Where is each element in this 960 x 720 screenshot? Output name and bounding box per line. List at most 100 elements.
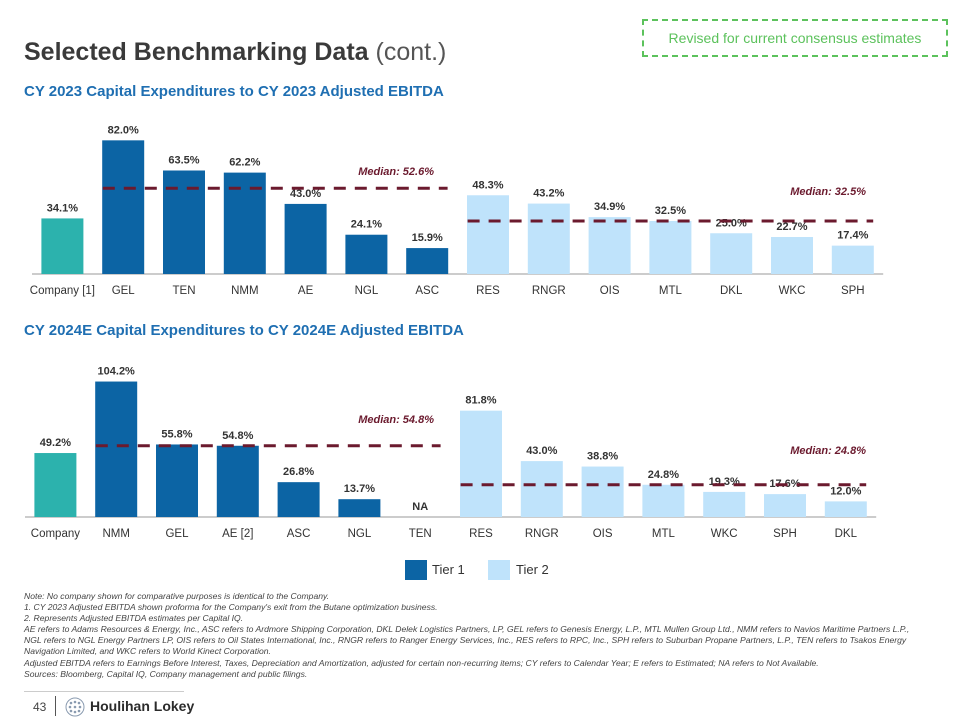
bar-ois (588, 217, 631, 274)
bar-gel (156, 444, 198, 517)
footnote-line: AE refers to Adams Resources & Energy, I… (24, 624, 910, 635)
bar-dkl (710, 233, 753, 274)
bar-wkc (771, 236, 813, 274)
x-tick-label: DKL (720, 285, 743, 297)
x-tick-label: DKL (835, 528, 858, 540)
x-tick-label: NGL (355, 285, 379, 297)
x-tick-label: ASC (415, 285, 439, 297)
median-label: Median: 24.8% (790, 445, 866, 457)
data-label: 32.5% (655, 205, 686, 217)
x-tick-label: TEN (173, 285, 196, 297)
x-tick-label: GEL (165, 528, 189, 540)
x-tick-label: WKC (711, 528, 738, 540)
x-tick-label: RNGR (532, 285, 566, 297)
chart1-title: CY 2023 Capital Expenditures to CY 2023 … (24, 83, 444, 100)
x-tick-label: MTL (659, 285, 683, 297)
bar-ngl (338, 499, 381, 517)
x-tick-label: Company (31, 528, 80, 540)
x-tick-label: TEN (409, 528, 432, 540)
bar-mtl (642, 484, 685, 517)
footnote-line: Sources: Bloomberg, Capital IQ, Company … (24, 668, 308, 679)
bar-dkl (824, 501, 867, 517)
bar-company-1- (41, 218, 84, 274)
data-label: 22.7% (776, 221, 807, 233)
x-tick-label: RES (469, 528, 493, 540)
data-label: 38.8% (587, 451, 618, 463)
bar-ngl (345, 234, 388, 274)
data-label: 25.0% (716, 217, 747, 229)
x-tick-label: NMM (102, 528, 129, 540)
data-label: 49.2% (40, 437, 71, 449)
x-tick-label: OIS (593, 528, 613, 540)
x-tick-label: GEL (112, 285, 136, 297)
data-label: 43.0% (526, 445, 557, 457)
x-tick-label: AE (298, 285, 314, 297)
data-label: 82.0% (108, 124, 139, 136)
footnote-line: Note: No company shown for comparative p… (24, 591, 330, 601)
page-title-main: Selected Benchmarking Data (24, 38, 369, 66)
x-tick-label: SPH (841, 285, 865, 297)
data-label: 54.8% (222, 430, 253, 442)
x-tick-label: NGL (348, 528, 372, 540)
x-tick-label: AE [2] (222, 528, 253, 540)
bar-ae-2- (216, 445, 259, 517)
revised-callout: Revised for current consensus estimates (642, 19, 948, 57)
x-tick-label: NMM (231, 285, 258, 297)
data-label: 17.4% (837, 230, 868, 242)
bar-sph (764, 494, 806, 517)
data-label: NA (412, 501, 428, 513)
x-tick-label: WKC (779, 285, 806, 297)
data-label: 24.1% (351, 219, 382, 231)
x-tick-label: SPH (773, 528, 797, 540)
legend-tier1-label: Tier 1 (432, 562, 465, 577)
bar-rngr (527, 203, 570, 274)
legend-tier2-swatch (488, 560, 510, 580)
footnote-line: Adjusted EBITDA refers to Earnings Befor… (24, 657, 819, 668)
houlihan-lokey-logo-icon (65, 697, 85, 717)
page-number: 43 (33, 700, 47, 714)
page-title-cont: (cont.) (375, 38, 447, 66)
footnote-line: 1. CY 2023 Adjusted EBITDA shown proform… (24, 602, 438, 613)
bar-wkc (703, 491, 746, 517)
footnote-line: Navigation Limited, and WKC refers to Wo… (24, 646, 271, 657)
data-label: 13.7% (344, 483, 375, 495)
median-label: Median: 52.6% (358, 166, 434, 178)
x-tick-label: MTL (652, 528, 676, 540)
x-tick-label: OIS (600, 285, 620, 297)
legend-tier2-label: Tier 2 (516, 562, 549, 577)
x-tick-label: RES (476, 285, 500, 297)
bar-asc (277, 482, 320, 517)
median-label: Median: 54.8% (358, 414, 434, 426)
footnotes: Note: No company shown for comparative p… (24, 591, 939, 680)
data-label: 43.2% (533, 188, 564, 200)
data-label: 63.5% (168, 154, 199, 166)
data-label: 81.8% (465, 395, 496, 407)
data-label: 12.0% (830, 485, 861, 497)
data-label: 34.9% (594, 201, 625, 213)
data-label: 24.8% (648, 469, 679, 481)
legend-tier1-swatch (405, 560, 427, 580)
data-label: 62.2% (229, 157, 260, 169)
chart2-title: CY 2024E Capital Expenditures to CY 2024… (24, 322, 464, 339)
footer-separator (55, 696, 56, 716)
bar-ten (163, 170, 205, 274)
median-label: Median: 32.5% (790, 186, 866, 198)
bar-res (460, 410, 502, 517)
bar-company (34, 453, 77, 517)
x-tick-label: RNGR (525, 528, 559, 540)
bar-nmm (95, 381, 138, 517)
chart-2023-capex-ebitda: 34.1% Company [1] 82.0% GEL 63.5% TEN 62.2% NMM… (30, 124, 884, 297)
data-label: 15.9% (412, 232, 443, 244)
page-title: Selected Benchmarking Data (cont.) (24, 38, 446, 67)
chart-2024e-capex-ebitda: 49.2% Company 104.2% NMM 55.8% GEL 54.8% AE [2]… (25, 366, 877, 540)
bar-sph (831, 245, 874, 274)
data-label: 48.3% (472, 179, 503, 191)
bar-ois (581, 466, 624, 517)
x-tick-label: Company [1] (30, 285, 95, 297)
footnote-line: NGL refers to NGL Energy Partners LP, OI… (24, 635, 907, 646)
data-label: 55.8% (161, 428, 192, 440)
bar-ae (284, 203, 327, 274)
bar-res (467, 195, 509, 274)
x-tick-label: ASC (287, 528, 311, 540)
bar-asc (406, 248, 449, 274)
